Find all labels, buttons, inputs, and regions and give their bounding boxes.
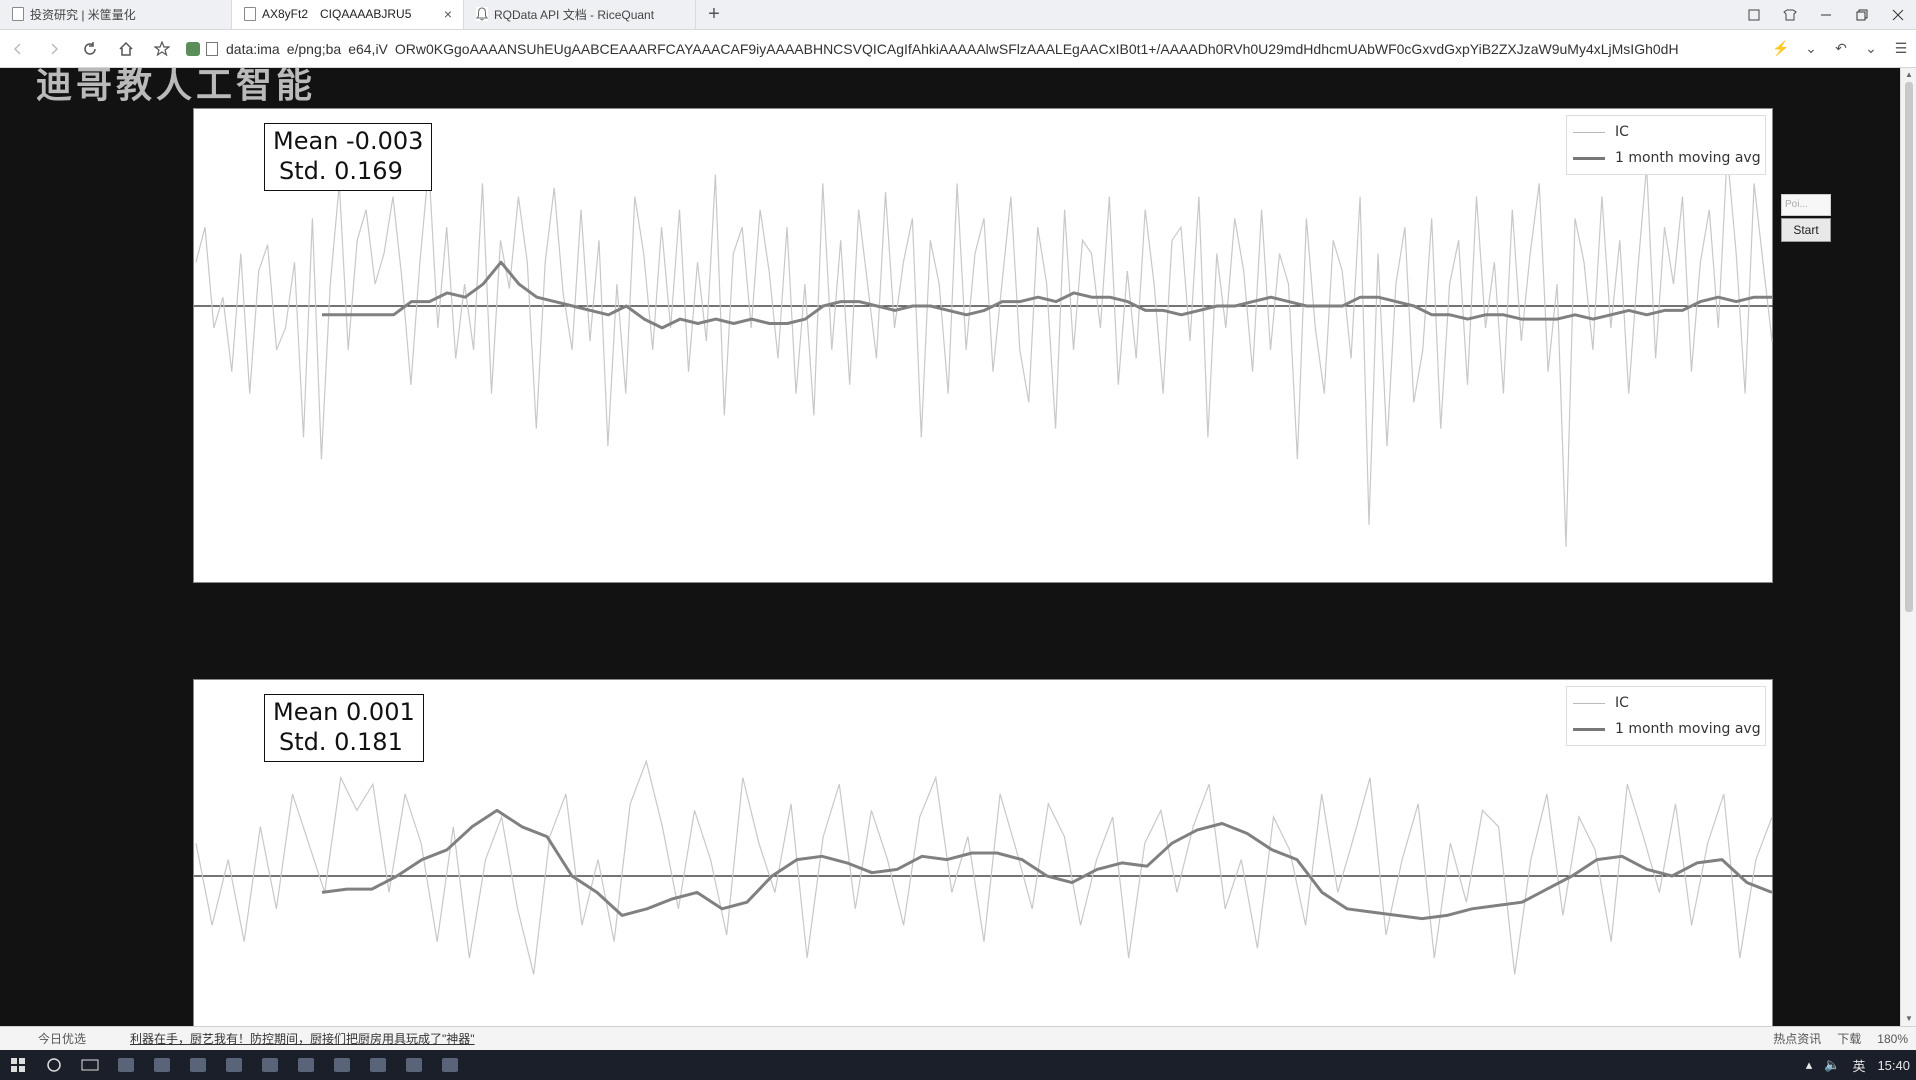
legend-swatch: [1573, 727, 1605, 731]
today-picks-label[interactable]: 今日优选: [38, 1032, 87, 1046]
url-text: data:ima e/png;ba e64,iV ORw0KGgoAAAANSU…: [226, 40, 1679, 57]
stats-box: Mean 0.001 Std. 0.181: [264, 694, 424, 762]
bell-icon: [476, 7, 488, 21]
address-actions: ⚡ ⌄ ↶ ⌄ ☰: [1766, 30, 1916, 68]
legend-item-moving-avg: 1 month moving avg: [1573, 721, 1761, 737]
news-headline-link[interactable]: 利器在手，厨艺我有！防控期间，厨接们把厨房用具玩成了"神器": [130, 1032, 475, 1046]
reload-icon[interactable]: [72, 30, 108, 68]
app-taskbar-icon[interactable]: [252, 1050, 288, 1080]
moving-avg-series-line: [322, 260, 1772, 330]
news-bar: 今日优选 利器在手，厨艺我有！防控期间，厨接们把厨房用具玩成了"神器" 热点资讯…: [0, 1026, 1916, 1050]
tab-rqdata[interactable]: RQData API 文档 - RiceQuant: [464, 0, 696, 29]
app-taskbar-icon[interactable]: [432, 1050, 468, 1080]
star-icon[interactable]: [144, 30, 180, 68]
chart-legend: IC 1 month moving avg: [1566, 686, 1766, 746]
stats-box: Mean -0.003 Std. 0.169: [264, 123, 433, 191]
start-button[interactable]: Start: [1781, 218, 1831, 242]
document-icon: [206, 41, 218, 56]
folder-taskbar-icon[interactable]: [144, 1050, 180, 1080]
ic-chart-2: Mean 0.001 Std. 0.181 IC 1 month moving …: [193, 679, 1774, 1026]
undo-icon[interactable]: ↶: [1835, 40, 1847, 56]
minimize-icon[interactable]: [1808, 0, 1844, 30]
watermark: 迪哥教人工智能: [36, 68, 317, 105]
legend-label: 1 month moving avg: [1615, 721, 1761, 737]
browser-taskbar-icon[interactable]: [108, 1050, 144, 1080]
tab-count-icon[interactable]: [1736, 0, 1772, 30]
chart-legend: IC 1 month moving avg: [1566, 115, 1766, 175]
task-view-icon[interactable]: [72, 1050, 108, 1080]
window-controls: [1736, 0, 1916, 30]
zoom-level[interactable]: 180%: [1877, 1031, 1908, 1046]
vertical-scrollbar[interactable]: ▲ ▼: [1900, 68, 1916, 1026]
points-input[interactable]: Poi...: [1781, 194, 1831, 216]
app-taskbar-icon[interactable]: [396, 1050, 432, 1080]
legend-item-ic: IC: [1573, 124, 1629, 140]
volume-icon[interactable]: 🔈: [1824, 1057, 1841, 1072]
new-tab-button[interactable]: +: [708, 2, 720, 25]
search-icon[interactable]: [36, 1050, 72, 1080]
hot-news-link[interactable]: 热点资讯: [1773, 1032, 1822, 1046]
ic-series-line: [195, 759, 1773, 975]
legend-label: IC: [1615, 124, 1629, 140]
status-right: 热点资讯 下载 180%: [1765, 1030, 1916, 1047]
legend-item-ic: IC: [1573, 695, 1629, 711]
app-taskbar-icon[interactable]: [288, 1050, 324, 1080]
home-icon[interactable]: [108, 30, 144, 68]
app-taskbar-icon[interactable]: [180, 1050, 216, 1080]
ime-indicator[interactable]: 英: [1852, 1058, 1866, 1074]
ic-chart-1-svg: [194, 152, 1774, 547]
restore-icon[interactable]: [1844, 0, 1880, 30]
shield-icon: [186, 41, 200, 56]
ic-chart-2-svg: [194, 759, 1774, 975]
legend-swatch: [1573, 131, 1605, 133]
scrollbar-thumb[interactable]: [1905, 82, 1913, 612]
url-field[interactable]: data:ima e/png;ba e64,iV ORw0KGgoAAAANSU…: [180, 35, 1766, 63]
close-icon[interactable]: ×: [443, 6, 453, 22]
clock[interactable]: 15:40: [1877, 1057, 1910, 1073]
tab-label: 投资研究 | 米筐量化: [30, 7, 136, 22]
mean-label: Mean 0.001: [273, 698, 415, 726]
tab-bar: 投资研究 | 米筐量化 AX8yFt2 CIQAAAABJRU5 × RQDat…: [0, 0, 1916, 30]
mean-label: Mean -0.003: [273, 127, 424, 155]
page-content: 迪哥教人工智能 Mean -0.003 Std. 0.169 IC 1 mont…: [0, 68, 1900, 1026]
legend-item-moving-avg: 1 month moving avg: [1573, 150, 1761, 166]
scroll-down-icon[interactable]: ▼: [1905, 1014, 1913, 1023]
tab-label: AX8yFt2 CIQAAAABJRU5: [262, 7, 412, 21]
chevron-down-icon[interactable]: ⌄: [1865, 40, 1877, 56]
app-taskbar-icon[interactable]: [324, 1050, 360, 1080]
legend-label: IC: [1615, 695, 1629, 711]
scroll-up-icon[interactable]: ▲: [1905, 70, 1913, 79]
std-label: Std. 0.169: [279, 157, 403, 185]
moving-avg-series-line: [321, 808, 1773, 921]
ic-chart-1: Mean -0.003 Std. 0.169 IC 1 month moving…: [193, 108, 1774, 583]
tab-label: RQData API 文档 - RiceQuant: [494, 7, 655, 22]
page-icon: [12, 7, 24, 21]
side-widget: Poi... Start: [1781, 194, 1833, 242]
menu-icon[interactable]: ☰: [1894, 40, 1908, 56]
page-icon: [244, 7, 256, 21]
tab-research[interactable]: 投资研究 | 米筐量化: [0, 0, 232, 29]
system-tray: ▴ 🔈 英 15:40: [1800, 1056, 1916, 1075]
close-window-icon[interactable]: [1880, 0, 1916, 30]
legend-swatch: [1573, 702, 1605, 704]
back-icon[interactable]: [0, 30, 36, 68]
address-bar: data:ima e/png;ba e64,iV ORw0KGgoAAAANSU…: [0, 30, 1916, 68]
shirt-icon[interactable]: [1772, 0, 1808, 30]
windows-start-icon[interactable]: [0, 1050, 36, 1080]
tab-image[interactable]: AX8yFt2 CIQAAAABJRU5 ×: [232, 0, 464, 29]
ic-series-line: [195, 152, 1773, 547]
app-taskbar-icon[interactable]: [360, 1050, 396, 1080]
tray-icon[interactable]: ▴: [1805, 1057, 1813, 1072]
download-link[interactable]: 下载: [1837, 1032, 1862, 1046]
lightning-icon[interactable]: ⚡: [1772, 40, 1790, 56]
std-label: Std. 0.181: [279, 728, 403, 756]
chevron-down-icon[interactable]: ⌄: [1805, 40, 1817, 56]
taskbar: ▴ 🔈 英 15:40: [0, 1050, 1916, 1080]
app-taskbar-icon[interactable]: [216, 1050, 252, 1080]
legend-swatch: [1573, 156, 1605, 160]
forward-icon[interactable]: [36, 30, 72, 68]
legend-label: 1 month moving avg: [1615, 150, 1761, 166]
